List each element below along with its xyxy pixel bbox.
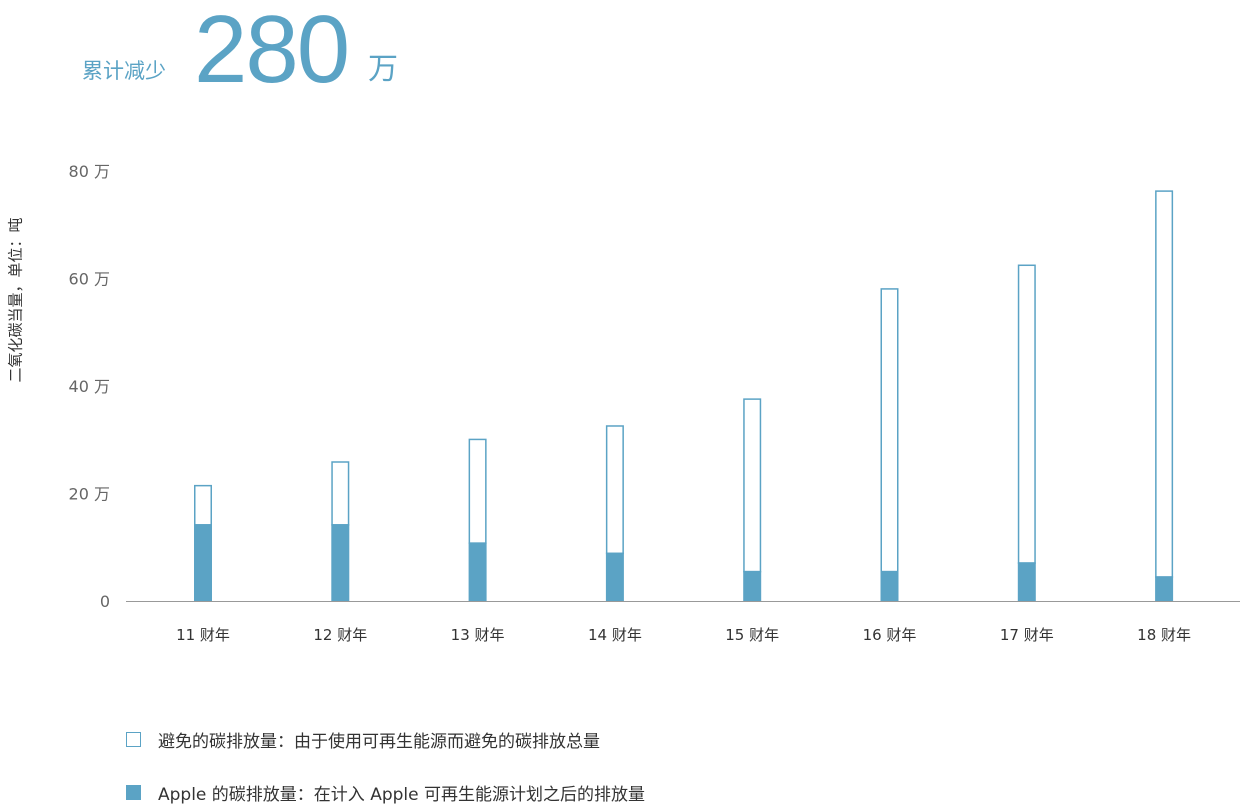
x-tick-label-1: 12 财年 [313, 626, 367, 644]
x-tick-label-4: 15 财年 [725, 626, 779, 644]
y-tick-label-3: 60 万 [69, 270, 110, 289]
x-tick-label-7: 18 财年 [1137, 626, 1191, 644]
x-tick-label-0: 11 财年 [176, 626, 230, 644]
bar-apple-4 [743, 570, 762, 601]
y-tick-label-0: 0 [100, 592, 110, 611]
bar-avoided-5 [880, 288, 899, 573]
x-tick-label-6: 17 财年 [1000, 626, 1054, 644]
bar-avoided-4 [743, 398, 762, 573]
legend-label-apple: Apple 的碳排放量：在计入 Apple 可再生能源计划之后的排放量 [158, 785, 645, 805]
bar-avoided-3 [605, 425, 624, 555]
legend-item-avoided: 避免的碳排放量：由于使用可再生能源而避免的碳排放总量 [126, 727, 600, 752]
y-tick-label-1: 20 万 [69, 485, 110, 504]
x-tick-label-3: 14 财年 [588, 626, 642, 644]
bar-avoided-0 [194, 484, 212, 526]
legend-label-avoided: 避免的碳排放量：由于使用可再生能源而避免的碳排放总量 [158, 732, 600, 752]
y-tick-label-2: 40 万 [69, 377, 110, 396]
bar-avoided-7 [1155, 190, 1174, 578]
legend-swatch-apple [126, 785, 141, 800]
x-tick-label-2: 13 财年 [451, 626, 505, 644]
legend-swatch-avoided [126, 732, 141, 747]
bar-apple-0 [194, 524, 212, 601]
bar-apple-6 [1017, 562, 1036, 601]
bar-apple-7 [1155, 576, 1174, 601]
bar-avoided-2 [468, 438, 487, 544]
bar-apple-3 [605, 552, 624, 601]
bar-apple-5 [880, 570, 899, 601]
x-tick-label-5: 16 财年 [863, 626, 917, 644]
legend-item-apple: Apple 的碳排放量：在计入 Apple 可再生能源计划之后的排放量 [126, 780, 645, 805]
y-tick-label-4: 80 万 [69, 162, 110, 181]
cumulative-reduction-label: 累计减少 [82, 59, 166, 83]
cumulative-reduction-value: 280 [194, 0, 350, 103]
emissions-bar-chart: 0 20 万 40 万 60 万 80 万 11 财年 12 财年 13 财年 14 财年 15 … [69, 162, 1240, 644]
bar-apple-1 [331, 524, 350, 601]
bar-apple-2 [468, 542, 487, 601]
cumulative-reduction-unit: 万 [368, 52, 398, 87]
bar-avoided-1 [331, 461, 350, 526]
bar-avoided-6 [1017, 264, 1036, 564]
